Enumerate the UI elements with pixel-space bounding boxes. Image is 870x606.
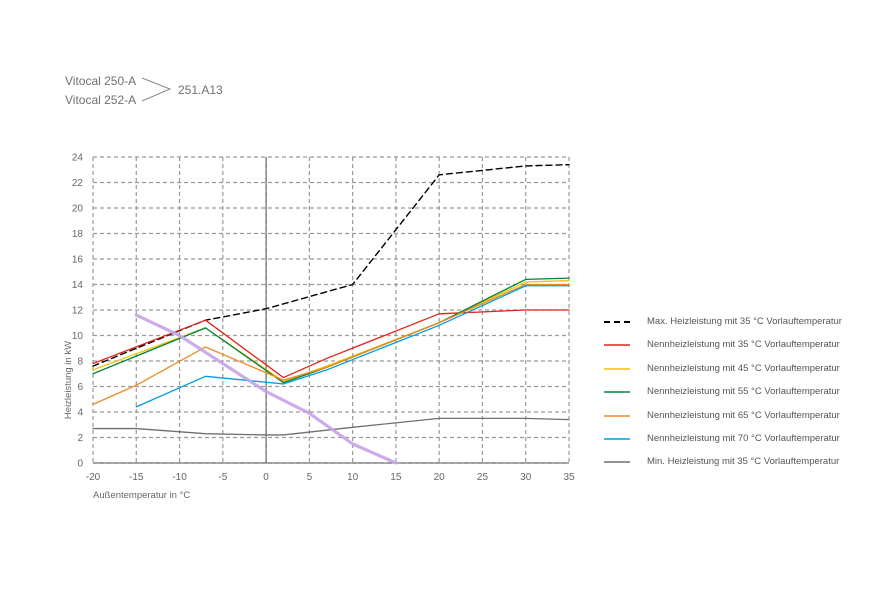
x-tick-label: 15 [390, 472, 402, 483]
model-header: Vitocal 250-A Vitocal 252-A 251.A13 [0, 0, 300, 120]
series-line [135, 285, 570, 408]
series-line [92, 309, 570, 379]
legend-label: Nennheizleistung mit 35 °C Vorlauftemper… [647, 339, 840, 351]
x-tick-label: 25 [477, 472, 489, 483]
legend-swatch [604, 367, 630, 370]
legend-label: Max. Heizleistung mit 35 °C Vorlauftempe… [647, 316, 842, 327]
legend-label: Nennheizleistung mit 45 °C Vorlauftemper… [647, 362, 840, 374]
y-tick-label: 12 [72, 306, 84, 317]
legend-item: Nennheizleistung mit 45 °C Vorlauftemper… [603, 363, 853, 386]
legend-swatch [604, 391, 630, 393]
y-tick-label: 16 [72, 255, 84, 266]
legend-swatch [604, 438, 630, 440]
chart-legend: Max. Heizleistung mit 35 °C Vorlauftempe… [603, 316, 853, 480]
legend-label: Min. Heizleistung mit 35 °C Vorlauftempe… [647, 456, 840, 468]
y-tick-label: 4 [77, 408, 83, 419]
y-tick-label: 0 [77, 459, 83, 470]
legend-item: Nennheizleistung mit 35 °C Vorlauftemper… [603, 339, 853, 362]
chart-series [92, 163, 570, 465]
y-axis-title: Heizleistung in kW [63, 341, 74, 419]
legend-item: Nennheizleistung mit 65 °C Vorlauftemper… [603, 410, 853, 433]
y-tick-label: 20 [72, 204, 84, 215]
series-line [92, 283, 570, 406]
series-line [92, 277, 570, 384]
y-tick-label: 6 [77, 382, 83, 393]
y-tick-label: 24 [72, 153, 84, 164]
series-line [92, 163, 570, 367]
model-code: 251.A13 [178, 83, 223, 97]
y-tick-label: 10 [72, 331, 84, 342]
legend-item: Max. Heizleistung mit 35 °C Vorlauftempe… [603, 316, 853, 339]
legend-label: Nennheizleistung mit 65 °C Vorlauftemper… [647, 409, 840, 421]
chart-grid [92, 156, 570, 464]
y-tick-label: 22 [72, 178, 84, 189]
x-tick-label: 30 [520, 472, 532, 483]
chart-axes [93, 157, 569, 464]
bracket-chevron-icon [141, 77, 172, 102]
y-tick-label: 2 [77, 433, 83, 444]
legend-label: Nennheizleistung mit 70 °C Vorlauftemper… [647, 432, 840, 444]
x-tick-label: -15 [129, 472, 144, 483]
x-tick-label: 0 [263, 472, 269, 483]
chart-labels: -20 -15 -10 -5 0 5 10 15 20 25 30 35024681012141618… [63, 153, 575, 502]
series-line [134, 313, 398, 465]
model-name-252: Vitocal 252-A [65, 93, 137, 107]
x-tick-label: -10 [172, 472, 187, 483]
x-axis-title: Außentemperatur in °C [93, 490, 190, 501]
x-tick-label: 20 [434, 472, 446, 483]
legend-label: Nennheizleistung mit 55 °C Vorlauftemper… [647, 386, 840, 398]
y-tick-label: 14 [72, 280, 84, 291]
y-tick-label: 18 [72, 229, 84, 240]
legend-item: Nennheizleistung mit 70 °C Vorlauftemper… [603, 433, 853, 456]
legend-swatch [604, 414, 630, 417]
x-tick-label: -5 [218, 472, 227, 483]
x-tick-label: -20 [86, 472, 101, 483]
legend-item: Nennheizleistung mit 55 °C Vorlauftemper… [603, 386, 853, 409]
x-tick-label: 5 [307, 472, 313, 483]
legend-swatch [604, 344, 630, 347]
legend-item: Min. Heizleistung mit 35 °C Vorlauftempe… [603, 456, 853, 479]
x-tick-label: 10 [347, 472, 359, 483]
y-tick-label: 8 [77, 357, 83, 368]
legend-swatch [604, 461, 630, 464]
model-name-250: Vitocal 250-A [65, 74, 137, 88]
x-tick-label: 35 [563, 472, 575, 483]
series-line [92, 417, 570, 436]
legend-swatch [604, 321, 630, 323]
